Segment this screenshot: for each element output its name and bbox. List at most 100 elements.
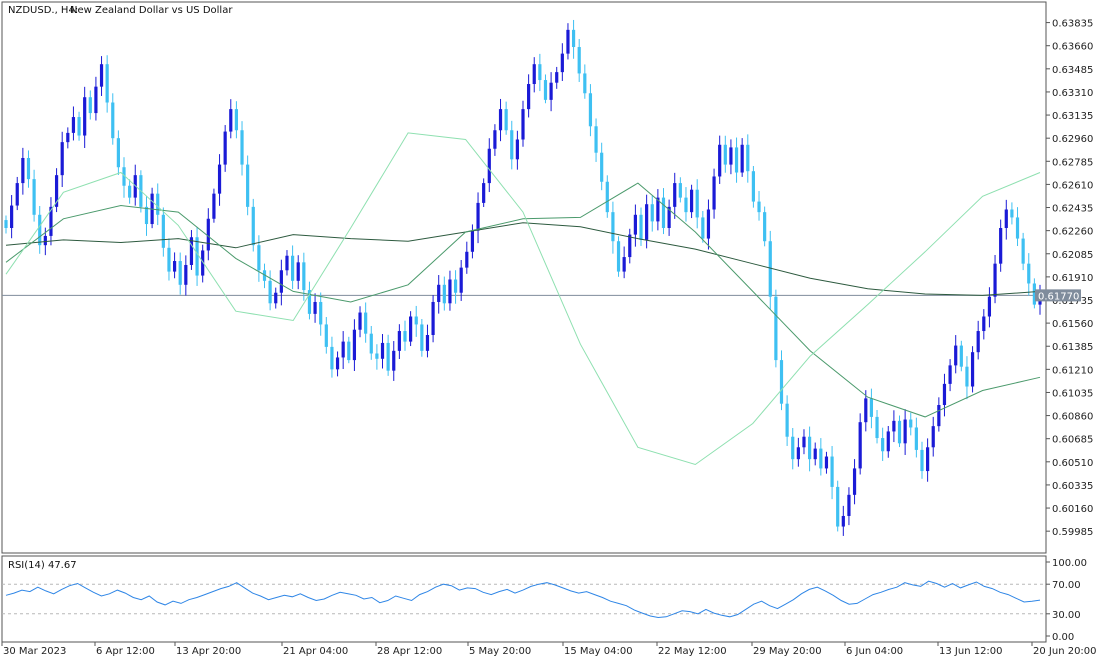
- candle-body: [217, 164, 222, 194]
- time-axis-label: 30 Mar 2023: [3, 646, 66, 657]
- candle-body: [819, 448, 823, 469]
- price-axis-label: 0.61385: [1052, 342, 1093, 353]
- candle-body: [723, 144, 727, 165]
- candle-body: [246, 164, 250, 207]
- candle-body: [847, 494, 851, 516]
- candle-body: [324, 324, 328, 347]
- time-axis-label: 29 May 20:00: [753, 646, 822, 657]
- candle-body: [223, 131, 227, 165]
- candle-body: [510, 130, 514, 160]
- candle-body: [976, 331, 980, 353]
- candle-body: [718, 144, 722, 177]
- price-panel-frame: [1, 1, 1047, 554]
- candle-body: [1021, 238, 1025, 264]
- candle-body: [358, 312, 362, 330]
- candle-body: [667, 206, 671, 228]
- candle-body: [549, 82, 553, 100]
- candle-body: [774, 296, 778, 361]
- candle-body: [751, 171, 756, 202]
- candle-body: [498, 109, 503, 131]
- candle-body: [257, 245, 261, 271]
- candle-body: [111, 102, 115, 139]
- candle-body: [128, 185, 132, 198]
- candle-body: [521, 109, 525, 140]
- candle-body: [15, 183, 19, 206]
- candle-body: [21, 157, 25, 184]
- candle-body: [993, 263, 997, 297]
- candle-body: [122, 167, 126, 186]
- candle-body: [645, 204, 649, 240]
- candle-body: [184, 264, 188, 285]
- time-axis-label: 6 Jun 04:00: [846, 646, 903, 657]
- price-axis-label: 0.63310: [1052, 88, 1093, 99]
- candle-body: [459, 267, 463, 293]
- candles: [4, 19, 1042, 536]
- candle-body: [262, 270, 267, 281]
- price-panel: 0.63835 0.63660 0.63485 0.63310 0.63135 0.629…: [1, 1, 1093, 554]
- candle-body: [240, 130, 244, 165]
- candle-body: [1010, 209, 1014, 218]
- time-axis: 30 Mar 2023 6 Apr 12:00 13 Apr 20:00 21 Apr…: [1, 642, 1097, 657]
- price-axis-label: 0.60510: [1052, 458, 1093, 469]
- candle-body: [661, 197, 666, 228]
- candle-body: [796, 447, 800, 460]
- time-axis-label: 28 Apr 12:00: [377, 646, 442, 657]
- rsi-panel: 100.00 70.00 30.00 0.00: [1, 555, 1087, 643]
- candle-body: [504, 109, 508, 131]
- price-axis-label: 0.62610: [1052, 180, 1093, 191]
- price-axis-label: 0.61910: [1052, 273, 1093, 284]
- candle-body: [881, 438, 885, 452]
- price-axis-label: 0.63135: [1052, 111, 1093, 122]
- candle-body: [212, 193, 216, 219]
- candle-body: [43, 235, 47, 246]
- candle-body: [903, 419, 907, 444]
- candle-body: [611, 212, 615, 242]
- candle-body: [560, 53, 564, 73]
- price-axis-label: 0.61035: [1052, 388, 1093, 399]
- candle-body: [875, 416, 879, 439]
- candle-body: [909, 419, 913, 428]
- candle-body: [201, 250, 205, 276]
- candle-body: [987, 296, 992, 317]
- candle-body: [555, 72, 559, 83]
- candle-body: [88, 97, 92, 114]
- rsi-axis-label: 100.00: [1052, 558, 1087, 569]
- candle-body: [290, 255, 295, 281]
- moving-average-slow: [5, 222, 1041, 296]
- price-axis-label: 0.63835: [1052, 19, 1093, 30]
- candle-body: [105, 64, 109, 103]
- candle-body: [83, 97, 87, 136]
- candle-body: [470, 230, 475, 252]
- candle-body: [335, 357, 340, 370]
- candle-body: [959, 345, 963, 367]
- candle-body: [920, 449, 924, 472]
- candle-body: [858, 422, 862, 469]
- rsi-axis-label: 30.00: [1052, 610, 1081, 621]
- candle-body: [785, 403, 789, 437]
- candle-body: [10, 205, 14, 228]
- candle-body: [144, 206, 149, 225]
- candle-body: [813, 448, 817, 460]
- candle-body: [779, 360, 784, 404]
- candle-body: [678, 183, 682, 198]
- candle-body: [178, 261, 182, 285]
- candle-body: [229, 109, 233, 132]
- rsi-line: [5, 580, 1041, 619]
- rsi-indicator-label: RSI(14) 47.67: [8, 560, 77, 571]
- candle-body: [1027, 263, 1031, 284]
- candle-body: [99, 64, 104, 87]
- candle-body: [352, 329, 357, 361]
- moving-average-fast: [5, 132, 1041, 466]
- candle-body: [701, 217, 705, 239]
- candle-body: [706, 209, 711, 239]
- candle-body: [279, 270, 283, 293]
- candle-body: [313, 301, 317, 314]
- time-axis-label: 20 Jun 20:00: [1033, 646, 1097, 657]
- candle-body: [695, 189, 699, 218]
- candle-body: [347, 341, 351, 361]
- candle-body: [594, 126, 598, 153]
- current-price-tag-label: 0.61770: [1038, 291, 1079, 302]
- candle-body: [71, 117, 76, 133]
- time-axis-label: 13 Jun 12:00: [939, 646, 1003, 657]
